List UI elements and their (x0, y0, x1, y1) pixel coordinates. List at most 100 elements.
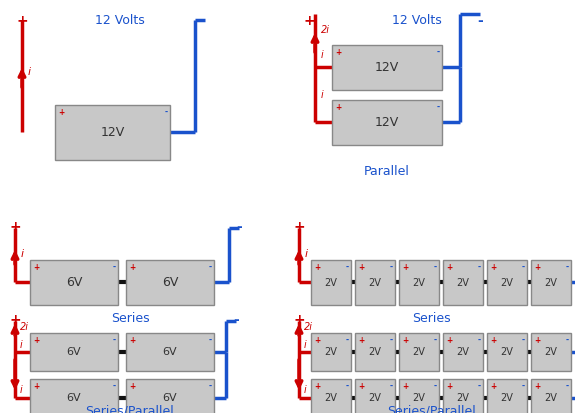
Text: -: - (522, 336, 525, 345)
Bar (531, 379, 571, 413)
Text: -: - (209, 336, 212, 345)
Text: +: + (358, 263, 364, 272)
Bar (443, 333, 483, 371)
Text: i: i (304, 385, 306, 395)
Text: 2i: 2i (304, 322, 313, 332)
Text: -: - (390, 263, 393, 272)
Text: 6V: 6V (162, 276, 178, 289)
Text: +: + (534, 336, 540, 345)
Bar (355, 333, 395, 371)
Text: -: - (522, 263, 525, 272)
Text: 2V: 2V (413, 393, 426, 403)
Text: 6V: 6V (67, 347, 81, 357)
Bar (311, 260, 351, 305)
Text: 6V: 6V (163, 347, 177, 357)
Text: i: i (321, 90, 324, 100)
Text: Series: Series (412, 312, 450, 325)
Text: -: - (209, 382, 212, 391)
Text: -: - (478, 382, 481, 391)
Text: +: + (129, 263, 135, 272)
Text: 2V: 2V (413, 278, 426, 287)
Text: i: i (21, 249, 24, 259)
Bar (399, 260, 439, 305)
Text: 12V: 12V (101, 126, 125, 139)
Bar (355, 260, 395, 305)
Text: Series/Parallel: Series/Parallel (86, 405, 174, 413)
Text: +: + (402, 382, 408, 391)
Bar (399, 379, 439, 413)
Text: -: - (233, 313, 239, 327)
Text: 2V: 2V (324, 347, 338, 357)
Text: 2i: 2i (20, 322, 29, 332)
Text: -: - (236, 220, 242, 234)
Text: +: + (33, 382, 39, 391)
Text: +: + (314, 336, 320, 345)
Bar (311, 333, 351, 371)
Text: i: i (305, 249, 308, 259)
Text: Series/Parallel: Series/Parallel (386, 405, 476, 413)
Bar (126, 333, 214, 371)
Text: 2i: 2i (321, 25, 330, 35)
Text: +: + (129, 336, 135, 345)
Bar (443, 379, 483, 413)
Text: +: + (129, 382, 135, 391)
Text: -: - (477, 14, 483, 28)
Text: +: + (293, 220, 305, 234)
Text: 12V: 12V (375, 61, 399, 74)
Bar (332, 45, 442, 90)
Text: -: - (346, 382, 349, 391)
Bar (399, 333, 439, 371)
Text: +: + (490, 336, 496, 345)
Text: +: + (446, 263, 453, 272)
Text: Parallel: Parallel (364, 165, 410, 178)
Text: +: + (490, 263, 496, 272)
Text: -: - (437, 48, 440, 57)
Text: +: + (9, 220, 21, 234)
Text: 2V: 2V (545, 347, 557, 357)
Text: +: + (534, 382, 540, 391)
Text: +: + (402, 336, 408, 345)
Text: 2V: 2V (324, 278, 338, 287)
Bar (30, 379, 118, 413)
Text: -: - (566, 336, 569, 345)
Text: -: - (165, 108, 168, 117)
Text: +: + (58, 108, 64, 117)
Text: +: + (303, 14, 315, 28)
Text: -: - (566, 263, 569, 272)
Text: 6V: 6V (66, 276, 82, 289)
Text: 2V: 2V (457, 278, 469, 287)
Text: -: - (478, 336, 481, 345)
Text: i: i (304, 340, 306, 350)
Text: i: i (321, 50, 324, 60)
Text: 2V: 2V (369, 393, 381, 403)
Bar (487, 260, 527, 305)
Bar (30, 333, 118, 371)
Text: -: - (522, 382, 525, 391)
Bar (126, 379, 214, 413)
Text: +: + (335, 48, 341, 57)
Text: +: + (9, 313, 21, 327)
Text: i: i (20, 385, 23, 395)
Text: 2V: 2V (501, 347, 513, 357)
Text: -: - (390, 382, 393, 391)
Bar (487, 379, 527, 413)
Text: -: - (566, 382, 569, 391)
Text: +: + (534, 263, 540, 272)
Text: -: - (390, 336, 393, 345)
Bar (531, 333, 571, 371)
Text: 12V: 12V (375, 116, 399, 129)
Text: -: - (209, 263, 212, 272)
Text: i: i (20, 340, 23, 350)
Text: 2V: 2V (324, 393, 338, 403)
Bar (126, 260, 214, 305)
Bar (487, 333, 527, 371)
Text: Series: Series (110, 312, 150, 325)
Bar (311, 379, 351, 413)
Text: 2V: 2V (369, 347, 381, 357)
Text: +: + (358, 336, 364, 345)
Bar (30, 260, 118, 305)
Text: +: + (402, 263, 408, 272)
Text: -: - (478, 263, 481, 272)
Text: 2V: 2V (457, 393, 469, 403)
Text: +: + (335, 103, 341, 112)
